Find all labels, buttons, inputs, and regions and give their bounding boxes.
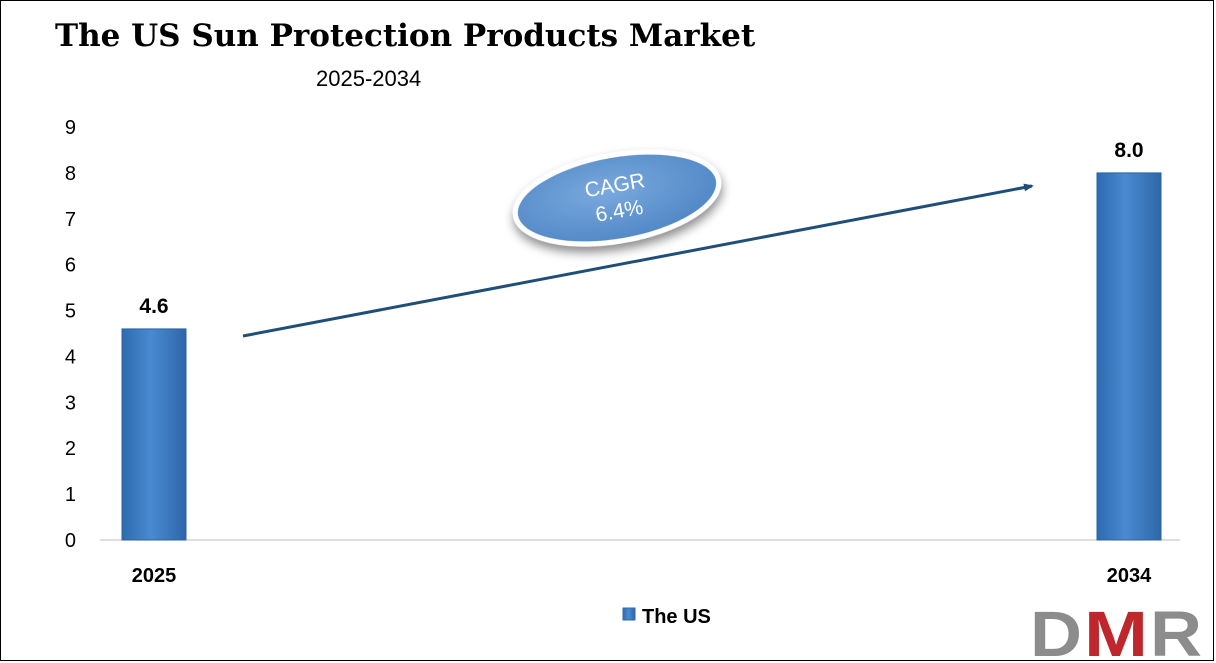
dmr-logo: D M R: [1030, 598, 1202, 663]
legend-label: The US: [642, 606, 711, 628]
y-tick-label: 8: [65, 163, 76, 185]
x-axis-ticks: 2025 2034: [132, 565, 1152, 587]
legend-swatch: [622, 607, 636, 621]
chart-title: The US Sun Protection Products Market: [55, 18, 756, 54]
y-tick-label: 3: [65, 392, 76, 414]
chart-subtitle: 2025-2034: [316, 66, 422, 91]
data-label: 8.0: [1114, 139, 1143, 162]
y-tick-label: 5: [65, 301, 76, 323]
logo-letter-r: R: [1150, 598, 1202, 663]
y-tick-label: 0: [65, 530, 76, 552]
y-tick-label: 9: [65, 117, 76, 139]
bars: 4.6 8.0: [121, 139, 1162, 541]
data-label: 4.6: [139, 295, 168, 318]
x-tick-label: 2034: [1107, 565, 1152, 587]
y-tick-label: 2: [65, 438, 76, 460]
y-tick-label: 6: [65, 255, 76, 277]
y-axis-ticks: 0 1 2 3 4 5 6 7 8 9: [65, 117, 76, 552]
y-tick-label: 1: [65, 484, 76, 506]
y-tick-label: 7: [65, 209, 76, 231]
bar-2034: [1096, 172, 1162, 541]
logo-letter-m: M: [1084, 598, 1148, 663]
y-tick-label: 4: [65, 346, 76, 368]
x-tick-label: 2025: [132, 565, 177, 587]
logo-letter-d: D: [1030, 598, 1082, 663]
cagr-annotation: CAGR 6.4%: [512, 149, 722, 247]
bar-2025: [121, 328, 187, 541]
growth-arrow: [242, 183, 1034, 338]
legend: The US: [622, 606, 711, 628]
